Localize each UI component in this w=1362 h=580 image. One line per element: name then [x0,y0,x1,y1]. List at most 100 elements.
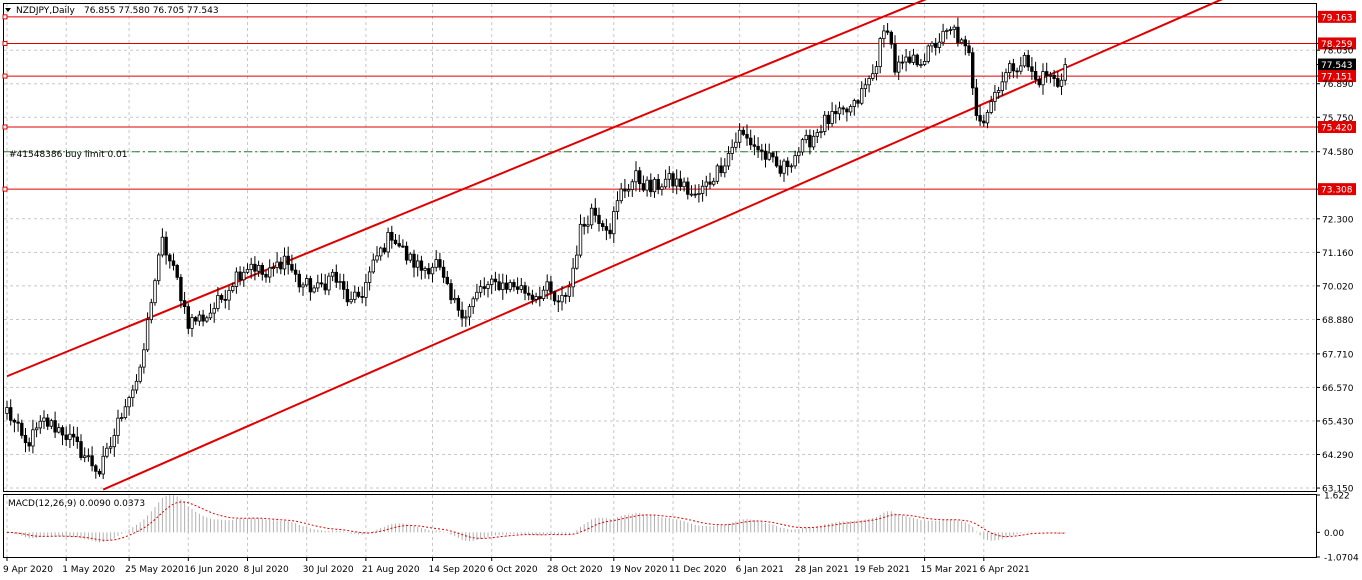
candle-body-up [682,181,686,188]
candle [675,169,679,195]
candle-body-up [105,447,109,457]
candle-body-down [760,149,764,152]
candle [179,274,183,309]
candle [90,446,94,472]
candle-body-up [423,268,427,271]
pending-order-label[interactable]: #41548386 buy limit 0.01 [9,150,128,160]
candle [823,111,827,136]
candle-body-down [445,276,449,284]
candle-body-down [419,260,424,271]
candle [456,295,461,317]
candle-body-down [1052,74,1056,79]
candle-body-up [312,287,316,293]
candle [922,53,927,67]
candle [471,296,475,314]
candle-body-down [449,283,453,301]
candle-body-up [730,146,734,154]
candle-body-up [338,281,342,283]
candle-body-up [589,207,594,226]
candle [205,315,209,323]
candle [390,225,394,249]
candle-body-down [523,285,527,294]
candle [378,246,383,261]
candle-body-down [608,229,612,235]
candle-body-up [985,112,990,124]
last-price-tag [1318,58,1356,71]
candle-body-up [541,289,546,299]
candle-body-down [20,422,24,436]
candle-body-up [208,312,213,319]
candle [601,220,605,232]
candle-body-up [1004,72,1008,83]
candle-body-up [242,271,246,281]
candle-body-down [974,87,979,116]
channel-trendline[interactable] [102,0,1228,491]
level-price-tag [1318,183,1356,196]
candle-body-up [486,284,490,289]
candle [578,214,583,258]
candle [94,464,98,479]
candle-body-up [922,61,927,65]
candle-body-down [219,295,224,300]
time-tick-label: 28 Jan 2021 [795,565,849,575]
candle [967,40,971,56]
candle-body-down [94,465,98,472]
candle-body-up [478,286,483,293]
candle [223,289,227,309]
price-tick-label: 77.543 [1321,61,1353,71]
candle [630,179,634,197]
candle [686,177,690,200]
candle [1048,71,1053,83]
candle-body-up [42,417,46,422]
candle [338,273,342,290]
candle-body-up [127,397,131,408]
candle-body-down [182,300,187,308]
candle [308,275,313,301]
channel-trendline[interactable] [6,0,939,378]
candle-body-down [826,114,831,124]
candle-body-up [993,91,997,102]
level-handle[interactable] [2,73,8,79]
candle-body-up [108,446,113,449]
candle [290,254,294,273]
chart-menu-triangle-icon[interactable] [5,8,11,12]
candle [989,95,993,115]
level-handle[interactable] [2,40,8,46]
candle [660,183,664,196]
level-handle[interactable] [2,186,8,192]
candle [1052,69,1056,87]
candle [393,234,398,246]
level-price-tag [1318,10,1356,23]
candle-body-up [131,389,135,398]
candle [845,107,849,122]
candle-body-down [808,134,812,148]
candle-body-down [497,281,501,290]
price-tick-label: 76.890 [1322,80,1354,90]
candle [46,413,50,431]
candle [219,293,224,303]
candle [774,151,779,168]
candle [778,159,782,177]
candle [693,184,697,199]
time-axis[interactable]: 9 Apr 2020 1 May 2020 25 May 2020 16 Jun 20… [3,557,1030,575]
candle [423,266,427,279]
candle-body-down [956,26,960,44]
level-handle[interactable] [2,14,8,20]
candle-body-up [1059,79,1064,87]
candle [652,177,657,198]
candle-body-up [989,101,993,113]
candle-body-up [371,259,375,273]
candle [489,275,494,294]
candle [834,104,838,124]
candle [541,285,546,302]
candle-body-down [71,433,76,438]
candle-body-up [952,26,956,30]
level-handle[interactable] [2,124,8,130]
candle [134,374,139,394]
candle [815,128,819,144]
candle [367,266,372,291]
candle [12,418,17,433]
candle [271,262,276,277]
candle-body-down [593,207,597,216]
